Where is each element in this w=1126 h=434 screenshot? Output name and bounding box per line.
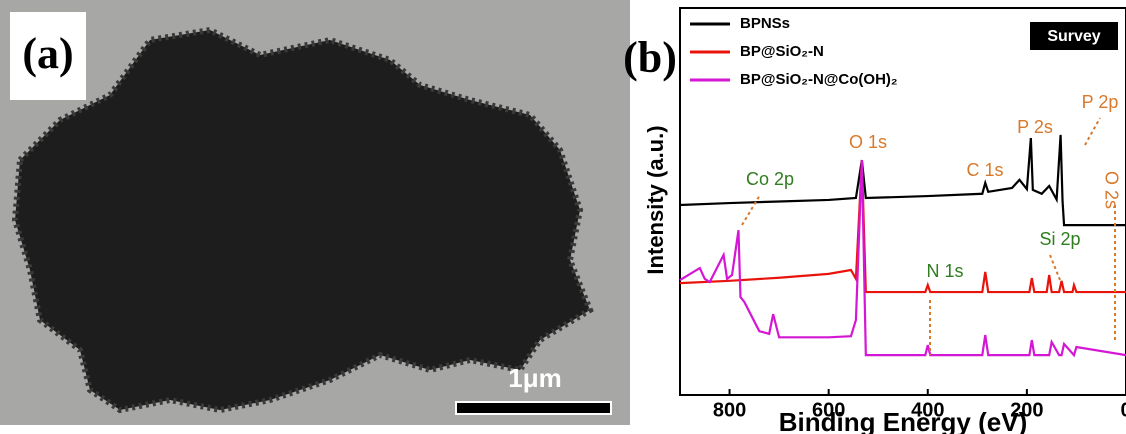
label-box [10, 12, 86, 100]
annotation: Co 2p [746, 169, 794, 189]
x-tick-label: 400 [911, 399, 944, 421]
panel-label: (a) [22, 29, 73, 78]
annotation: Si 2p [1039, 229, 1080, 249]
annotation-arrow [741, 194, 761, 226]
scale-text: 1μm [508, 363, 562, 393]
x-tick-label: 600 [812, 399, 845, 421]
annotation: N 1s [926, 261, 963, 281]
series-line [679, 160, 1126, 294]
annotation: O 2s [1101, 171, 1121, 209]
particle [11, 26, 594, 414]
annotation: P 2s [1017, 117, 1053, 137]
series-line [679, 134, 1126, 227]
tag: Survey [1047, 28, 1100, 45]
annotation-arrow [1084, 117, 1101, 146]
x-tick-label: 200 [1010, 399, 1043, 421]
legend-label: BP@SiO₂-N [740, 43, 824, 60]
legend-label: BPNSs [740, 15, 790, 32]
series-line [679, 160, 1126, 358]
annotation: O 1s [849, 132, 887, 152]
x-axis-title: Binding Energy (eV) [779, 407, 1027, 434]
y-axis-title: Intensity (a.u.) [643, 125, 668, 274]
annotation: P 2p [1082, 92, 1119, 112]
panel-label: (b) [623, 33, 677, 82]
plot-frame [679, 7, 1126, 396]
x-tick-label: 0 [1120, 399, 1126, 421]
tag-box [1030, 22, 1118, 50]
annotation-arrow [1049, 254, 1061, 281]
x-tick-label: 800 [713, 399, 746, 421]
scale-bar [455, 401, 612, 415]
annotation: C 1s [966, 160, 1003, 180]
legend-label: BP@SiO₂-N@Co(OH)₂ [740, 71, 898, 88]
